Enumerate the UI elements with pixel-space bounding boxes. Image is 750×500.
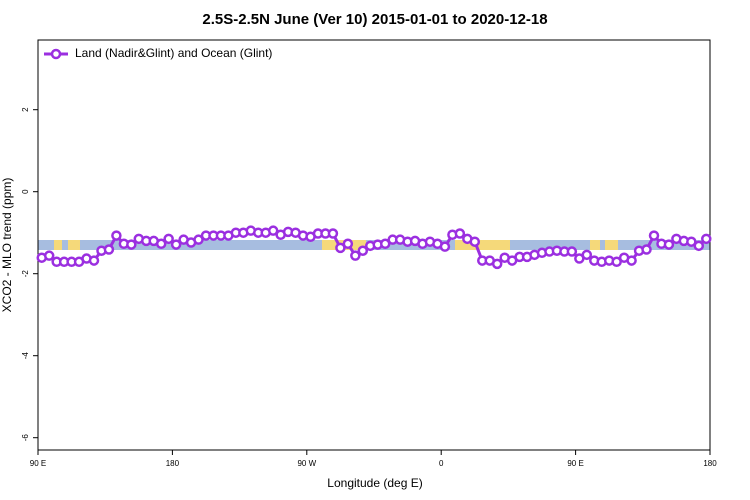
plot-frame [37, 39, 711, 451]
data-point [342, 238, 354, 250]
y-tick-label: 2 [21, 107, 30, 112]
land-patch [455, 240, 510, 250]
data-point [103, 244, 115, 255]
x-tick-label: 90 E [30, 459, 46, 468]
data-point [701, 233, 712, 245]
data-point [111, 230, 122, 241]
x-tick-label: 180 [166, 459, 180, 468]
data-point [155, 238, 167, 250]
data-point [581, 249, 593, 261]
data-point [693, 240, 705, 252]
x-axis-label: Longitude (deg E) [327, 476, 422, 490]
y-tick-label: -2 [21, 270, 30, 278]
data-point [88, 255, 100, 266]
x-tick-label: 180 [703, 459, 717, 468]
data-point [439, 241, 451, 252]
data-point [170, 239, 182, 250]
land-patch [54, 240, 62, 250]
y-tick-label: -6 [21, 434, 30, 442]
data-point [566, 246, 578, 257]
legend-label: Land (Nadir&Glint) and Ocean (Glint) [75, 46, 272, 60]
data-point [491, 258, 503, 270]
data-point [611, 256, 622, 268]
data-point [327, 228, 339, 239]
data-point [648, 230, 660, 241]
data-point [335, 242, 346, 254]
x-tick-label: 90 W [297, 459, 316, 468]
data-point [641, 244, 652, 255]
data-point [469, 236, 481, 247]
data-point [350, 250, 361, 261]
y-tick-label: -4 [21, 352, 30, 360]
y-axis-label: XCO2 - MLO trend (ppm) [0, 178, 14, 313]
data-point [193, 234, 204, 245]
data-point [686, 236, 697, 247]
legend-marker [50, 48, 62, 60]
data-point [626, 255, 637, 266]
data-point [379, 238, 391, 250]
land-patch [590, 240, 600, 250]
data-point [357, 245, 369, 256]
data-point [43, 250, 55, 261]
data-point [267, 225, 279, 236]
land-patch [605, 240, 618, 250]
data-point [454, 228, 466, 239]
data-point [663, 239, 675, 250]
land-patch [68, 240, 80, 250]
x-tick-label: 0 [439, 459, 444, 468]
x-tick-label: 90 E [567, 459, 583, 468]
chart-title: 2.5S-2.5N June (Ver 10) 2015-01-01 to 20… [202, 11, 547, 28]
data-point [163, 233, 174, 245]
data-point [126, 239, 137, 250]
y-tick-label: 0 [21, 189, 30, 194]
